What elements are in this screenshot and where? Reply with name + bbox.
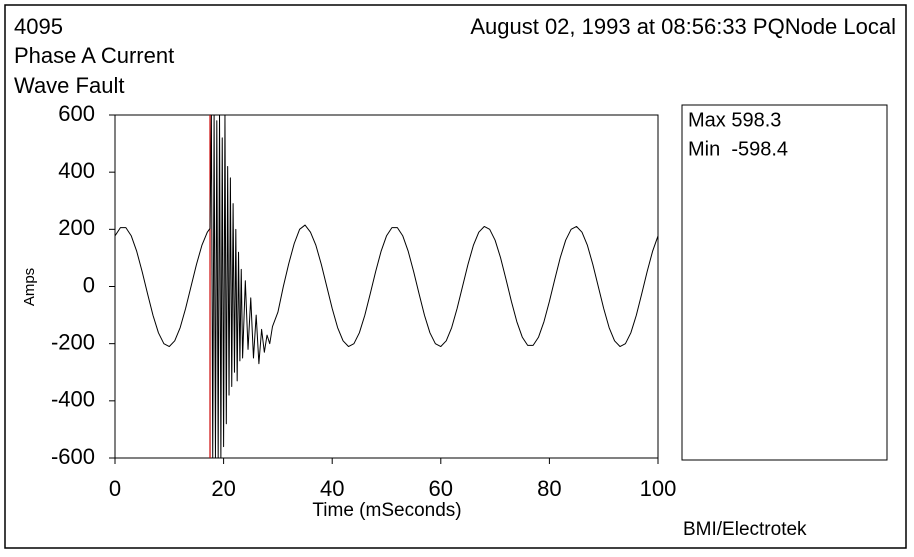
y-tick-label: 200 xyxy=(58,215,95,240)
chart-subtitle: Wave Fault xyxy=(14,73,124,98)
x-tick-label: 40 xyxy=(320,476,344,501)
plot-area xyxy=(114,114,659,459)
x-tick-label: 100 xyxy=(640,476,677,501)
x-tick-label: 0 xyxy=(109,476,121,501)
y-tick-label: 600 xyxy=(58,101,95,126)
x-tick-label: 20 xyxy=(211,476,235,501)
frame xyxy=(4,4,907,549)
x-tick-label: 80 xyxy=(537,476,561,501)
header-right: August 02, 1993 at 08:56:33 PQNode Local xyxy=(470,14,896,39)
y-tick-label: -400 xyxy=(51,387,95,412)
y-tick-label: 400 xyxy=(58,158,95,183)
y-tick-label: -600 xyxy=(51,444,95,469)
record-id: 4095 xyxy=(14,14,63,39)
stat-min: Min -598.4 xyxy=(688,138,788,160)
y-tick-label: 0 xyxy=(83,272,95,297)
x-axis-label: Time (mSeconds) xyxy=(312,500,461,521)
chart-title: Phase A Current xyxy=(14,43,174,68)
footer: BMI/Electrotek xyxy=(683,519,807,540)
stats-box xyxy=(681,104,888,461)
stat-max: Max 598.3 xyxy=(688,109,781,131)
y-axis-label: Amps xyxy=(21,268,38,306)
y-tick-label: -200 xyxy=(51,329,95,354)
waveform xyxy=(114,114,659,459)
x-tick-label: 60 xyxy=(429,476,453,501)
